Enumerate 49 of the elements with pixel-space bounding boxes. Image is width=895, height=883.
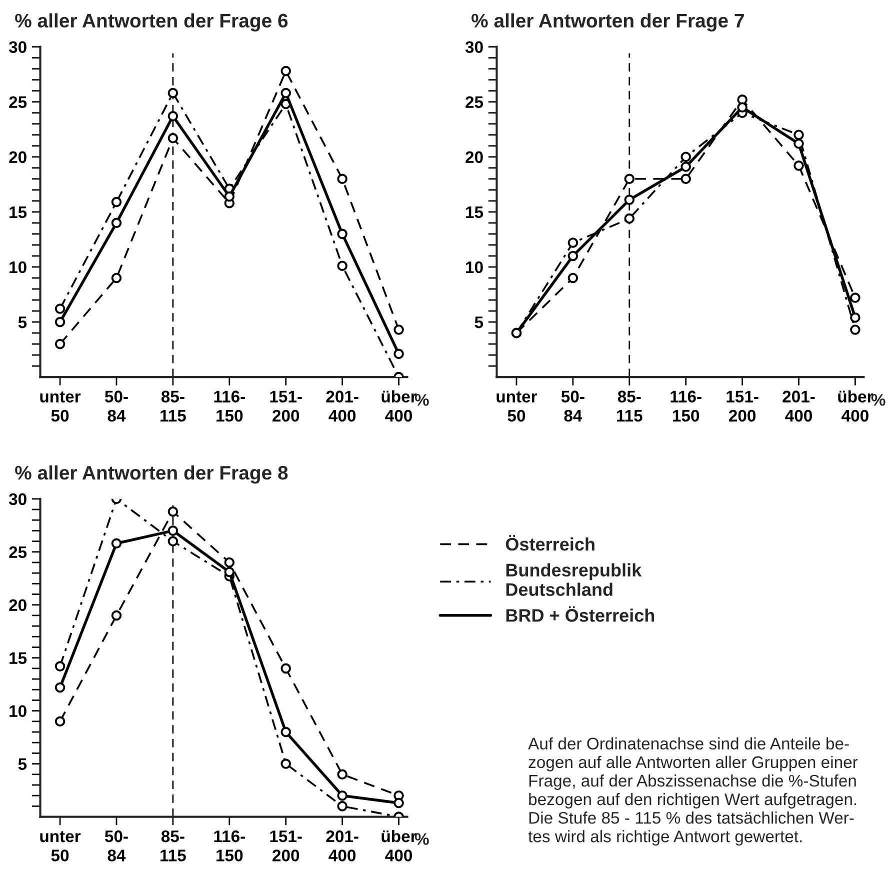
x-tick-label: 116- 150 [214,830,245,862]
x-tick-label: unter 50 [40,831,81,862]
y-tick-label: 30 [8,41,26,54]
text: Auf der Ordinatenachse sind die Anteile be- zogen auf alle Antworten aller Gruppen einer Frage, auf der Abszissenachse die %-Stufen bezogen auf den richtigen Wert aufgetragen. Die Stufe 85 - 115 % des tatsächlichen Wer- tes wird als richtige Antwort gewertet. [528,737,858,846]
x-axis-title: % [414,833,429,845]
legend-label: BRD + Österreich [506,606,654,622]
x-axis-title: % [414,394,429,406]
y-tick-label: 5 [18,316,27,328]
x-tick-label: unter 50 [40,391,81,422]
y-tick-label: 20 [9,151,26,164]
y-tick-label: 15 [466,206,484,218]
x-tick-label: 85- 115 [160,830,186,862]
legend-label: Österreich [506,535,594,551]
y-tick-label: 15 [10,206,27,218]
x-tick-label: 50- 84 [561,390,584,422]
x-tick-label: 50- 84 [104,830,128,862]
x-tick-label: über 400 [382,830,417,862]
x-tick-label: 116- 150 [214,390,245,422]
x-tick-label: 151- 200 [270,390,302,422]
x-tick-label: 85- 115 [616,390,642,422]
y-tick-label: 15 [10,652,27,664]
y-tick-label: 5 [474,316,484,328]
legend-label: Bundesrepublik Deutschland [506,563,642,596]
y-tick-label: 25 [9,96,27,108]
x-tick-label: unter 50 [496,391,538,422]
x-axis-title: % [871,394,886,406]
x-tick-label: über 400 [838,390,874,422]
y-tick-label: 10 [10,261,26,274]
y-tick-label: 5 [18,758,27,770]
x-tick-label: über 400 [382,390,417,422]
y-tick-label: 20 [9,599,26,612]
y-tick-label: 30 [8,493,26,506]
x-tick-label: 151- 200 [726,390,758,422]
x-tick-label: 85- 115 [160,390,186,422]
chart-title: % aller Antworten der Frage 7 [472,13,744,32]
y-tick-label: 25 [9,546,27,558]
y-tick-label: 10 [10,705,26,718]
chart-title: % aller Antworten der Frage 8 [15,465,288,484]
y-tick-label: 20 [466,151,483,164]
x-tick-label: 201- 400 [326,390,358,422]
x-tick-label: 201- 400 [326,830,358,862]
y-tick-label: 30 [465,41,483,54]
y-tick-label: 25 [466,96,484,108]
x-tick-label: 201- 400 [782,390,815,422]
y-tick-label: 10 [466,261,483,274]
x-tick-label: 50- 84 [104,390,128,422]
chart-title: % aller Antworten der Frage 6 [15,13,288,32]
x-tick-label: 116- 150 [670,390,702,422]
x-tick-label: 151- 200 [270,830,302,862]
